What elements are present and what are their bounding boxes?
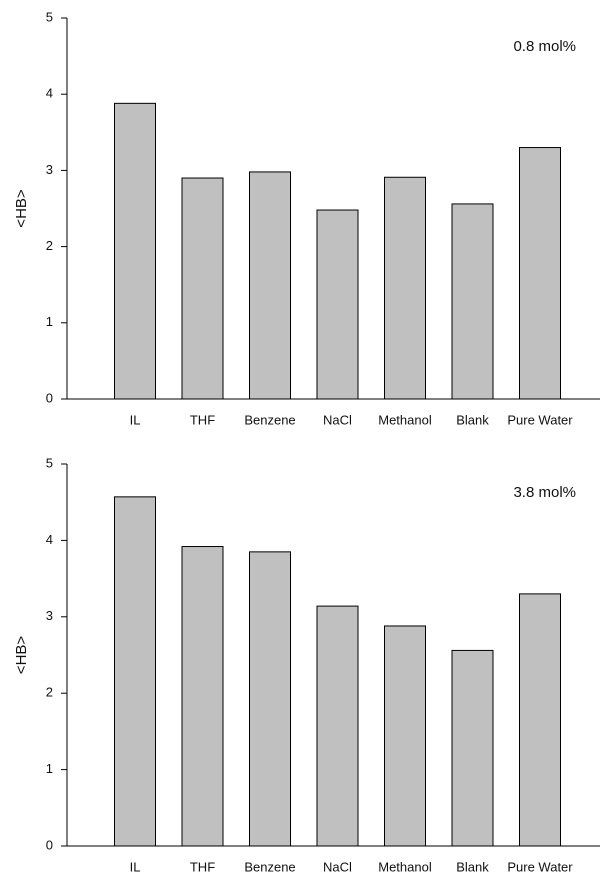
x-tick-label: NaCl [323,412,352,427]
y-tick-label: 0 [46,837,53,852]
x-tick-label: THF [190,412,215,427]
annotation: 0.8 mol% [513,38,576,55]
y-axis-label: <HB> [13,636,30,675]
y-tick-label: 4 [46,86,53,101]
annotation: 3.8 mol% [513,484,576,501]
y-tick-label: 1 [46,314,53,329]
y-tick-label: 5 [46,9,53,24]
bar [181,177,224,400]
y-tick-label: 3 [46,162,53,177]
bar [451,649,494,847]
y-tick-label: 0 [46,390,53,405]
y-tick-label: 5 [46,455,53,470]
y-tick-label: 3 [46,608,53,623]
y-tick-label: 1 [46,761,53,776]
x-tick-label: Benzene [244,412,295,427]
y-axis-label: <HB> [13,189,30,228]
x-tick-label: IL [130,412,141,427]
bar [249,171,291,400]
x-tick-label: Pure Water [507,859,573,874]
bar [316,209,359,400]
bar [181,546,224,847]
x-tick-label: THF [190,859,215,874]
x-tick-label: Benzene [244,859,295,874]
x-tick-label: IL [130,859,141,874]
bar [519,593,561,847]
x-tick-label: Blank [456,859,489,874]
x-tick-label: Methanol [378,412,432,427]
x-tick-label: NaCl [323,859,352,874]
bar [384,625,426,847]
x-tick-label: Blank [456,412,489,427]
bar [451,203,494,400]
bar [519,147,561,400]
bar [114,102,156,400]
y-tick-label: 2 [46,238,53,253]
y-tick-label: 4 [46,532,53,547]
x-tick-label: Methanol [378,859,432,874]
bar [316,605,359,847]
x-tick-label: Pure Water [507,412,573,427]
bar [249,551,291,847]
bar [114,496,156,847]
bar [384,176,426,400]
y-tick-label: 2 [46,685,53,700]
